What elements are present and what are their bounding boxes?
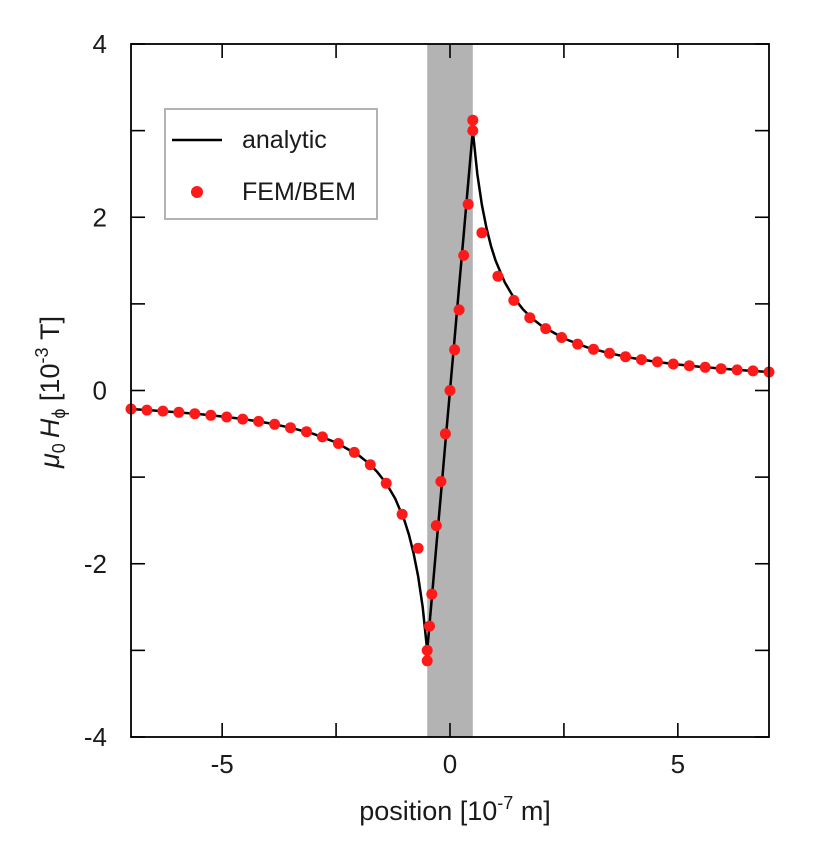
data-point-fem-bem [444,385,456,396]
data-point-fem-bem [556,332,568,343]
ticks-layer [131,43,769,738]
data-point-fem-bem [540,323,552,335]
y-axis-label-h: H [35,418,65,438]
y-axis-label-exponent: -3 [32,348,52,364]
data-point-fem-bem [453,304,465,316]
data-point-fem-bem [364,459,376,471]
x-axis-label-exponent: -7 [497,793,513,813]
data-point-fem-bem [747,365,759,377]
data-point-fem-bem [635,354,647,366]
data-point-fem-bem [492,270,504,282]
data-point-fem-bem [157,405,169,417]
y-axis-label-unit: [10 [35,364,65,409]
y-axis-label: μ0 Hϕ [10-3 T] [32,316,69,469]
y-axis-label-tail: T] [35,316,65,348]
legend-label-fem-bem: FEM/BEM [242,178,356,206]
data-point-fem-bem [237,413,249,425]
legend-label-analytic: analytic [242,126,327,154]
legend: analytic FEM/BEM [164,108,378,220]
data-point-fem-bem [683,360,695,372]
data-point-fem-bem [301,426,312,438]
x-axis-label-tail: m] [513,796,551,826]
data-point-fem-bem [421,644,433,656]
data-point-fem-bem [412,542,424,554]
data-point-fem-bem [467,114,479,126]
y-tick-label: -2 [84,549,107,579]
y-tick-label: 4 [93,29,107,59]
x-tick-label: 5 [671,749,685,779]
data-point-fem-bem [588,343,599,355]
data-point-fem-bem [426,588,438,600]
x-tick-label: 0 [443,749,457,779]
x-tick-label: -5 [211,749,234,779]
y-axis-label-subphi: ϕ [49,409,69,419]
data-point-fem-bem [332,438,344,449]
data-point-fem-bem [316,431,328,443]
data-point-fem-bem [476,227,488,239]
x-axis-label: position [10-7 m] [359,793,551,826]
data-point-fem-bem [285,422,296,434]
data-point-fem-bem [435,476,447,487]
data-point-fem-bem [715,363,727,375]
data-point-fem-bem [430,520,442,532]
data-point-fem-bem [269,418,281,430]
data-point-fem-bem [508,294,520,306]
data-point-fem-bem [439,428,451,440]
data-point-fem-bem [524,312,536,324]
data-point-fem-bem [458,249,470,261]
data-point-fem-bem [424,620,435,632]
data-point-fem-bem [421,655,433,667]
data-point-fem-bem [221,411,233,423]
data-point-fem-bem [253,415,265,427]
data-point-fem-bem [651,356,663,368]
data-point-fem-bem [467,125,479,137]
y-tick-label: 0 [93,376,107,406]
y-axis-label-mu: μ [35,453,65,469]
data-point-fem-bem [572,338,584,350]
data-point-fem-bem [667,358,679,370]
data-point-fem-bem [205,409,217,421]
y-axis-label-sub0: 0 [49,443,69,453]
legend-point-swatch [191,186,203,198]
y-tick-label: -4 [84,722,107,752]
data-point-fem-bem [189,408,201,420]
data-point-fem-bem [141,404,153,416]
tick-labels-layer: -5 0 5 -4 -2 0 2 4 [84,29,685,779]
data-point-fem-bem [462,198,474,210]
data-point-fem-bem [380,477,392,489]
data-point-fem-bem [620,351,631,363]
data-point-fem-bem [396,508,408,520]
data-point-fem-bem [348,446,360,458]
fem-bem-points-layer [125,114,775,667]
data-point-fem-bem [173,406,185,418]
data-point-fem-bem [731,364,743,376]
data-point-fem-bem [604,347,615,359]
y-tick-label: 2 [93,202,107,232]
legend-box [164,108,378,220]
data-point-fem-bem [699,361,711,373]
data-point-fem-bem [449,344,461,356]
